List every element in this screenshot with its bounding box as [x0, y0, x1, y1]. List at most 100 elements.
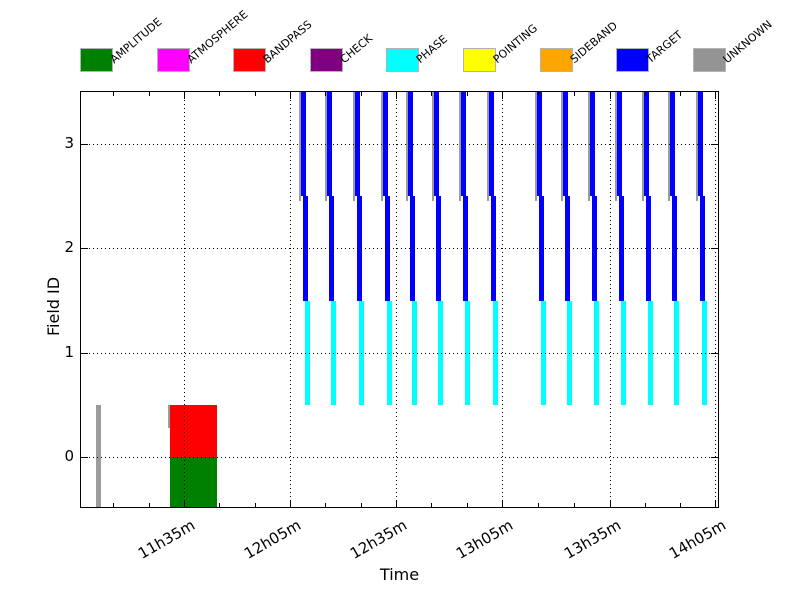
y-gridline: [81, 144, 718, 146]
x-major-tick-top: [290, 92, 291, 99]
bar-unknown-field3: [325, 92, 327, 202]
bar-unknown-field3: [459, 92, 461, 202]
bar-unknown-field3: [561, 92, 563, 202]
legend-label-check: CHECK: [337, 31, 375, 66]
x-gridline: [502, 92, 503, 507]
legend-label-phase: PHASE: [413, 32, 450, 66]
x-tick-label: 14h05m: [666, 516, 729, 563]
x-minor-tick-bottom: [149, 503, 150, 507]
y-major-tick-left: [81, 248, 88, 250]
x-major-tick-top: [184, 92, 185, 99]
x-minor-tick-bottom: [467, 503, 468, 507]
x-minor-tick-bottom: [431, 503, 432, 507]
legend-swatch-target: [616, 48, 649, 72]
legend-label-pointing: POINTING: [490, 21, 540, 66]
x-minor-tick-bottom: [255, 503, 256, 507]
x-major-tick-bottom: [184, 500, 185, 507]
x-minor-tick-top: [361, 92, 362, 96]
x-major-tick-top: [715, 92, 716, 99]
x-minor-tick-top: [113, 92, 114, 96]
bar-unknown-field3: [299, 92, 301, 202]
x-tick-label: 12h05m: [241, 516, 304, 563]
legend-swatch-sideband: [540, 48, 573, 72]
x-minor-tick-bottom: [645, 503, 646, 507]
x-major-tick-top: [610, 92, 611, 99]
x-minor-tick-top: [325, 92, 326, 96]
y-major-tick-right: [711, 456, 718, 458]
y-axis-title: Field ID: [44, 276, 63, 336]
legend-swatch-bandpass: [233, 48, 266, 72]
x-minor-tick-bottom: [219, 503, 220, 507]
x-minor-tick-top: [219, 92, 220, 96]
x-minor-tick-top: [574, 92, 575, 96]
x-major-tick-bottom: [290, 500, 291, 507]
plot-area: [80, 91, 719, 508]
bar-unknown-field3: [642, 92, 644, 202]
y-gridline: [81, 456, 718, 458]
y-gridline: [81, 248, 718, 250]
x-minor-tick-bottom: [574, 503, 575, 507]
bar-unknown: [96, 404, 101, 507]
x-major-tick-bottom: [715, 500, 716, 507]
x-minor-tick-top: [467, 92, 468, 96]
x-major-tick-bottom: [396, 500, 397, 507]
bar-amplitude: [170, 456, 217, 507]
x-minor-tick-bottom: [538, 503, 539, 507]
bar-unknown-field3: [381, 92, 383, 202]
bar-unknown-field3: [406, 92, 408, 202]
bar-unknown-field3: [588, 92, 590, 202]
x-minor-tick-top: [431, 92, 432, 96]
bar-unknown-field3: [432, 92, 434, 202]
x-gridline: [184, 92, 185, 507]
x-minor-tick-top: [680, 92, 681, 96]
x-minor-tick-bottom: [113, 503, 114, 507]
y-tick-label: 3: [64, 134, 74, 153]
legend-swatch-check: [310, 48, 343, 72]
x-tick-label: 12h35m: [347, 516, 410, 563]
legend-swatch-pointing: [463, 48, 496, 72]
x-major-tick-bottom: [502, 500, 503, 507]
legend-swatch-atmosphere: [157, 48, 190, 72]
x-gridline: [715, 92, 716, 507]
x-axis-title: Time: [379, 565, 420, 584]
x-minor-tick-top: [149, 92, 150, 96]
legend-label-unknown: UNKNOWN: [720, 17, 775, 66]
x-minor-tick-bottom: [680, 503, 681, 507]
legend-swatch-unknown: [693, 48, 726, 72]
bar-unknown-field3: [353, 92, 355, 202]
legend-label-bandpass: BANDPASS: [260, 17, 315, 66]
y-major-tick-left: [81, 352, 88, 354]
y-major-tick-right: [711, 144, 718, 146]
x-tick-label: 11h35m: [135, 516, 198, 563]
bar-unknown-field3: [668, 92, 670, 202]
x-tick-label: 13h05m: [453, 516, 516, 563]
x-minor-tick-top: [538, 92, 539, 96]
y-gridline: [81, 352, 718, 354]
bar-unknown-sliver: [168, 404, 170, 428]
y-major-tick-right: [711, 352, 718, 354]
bar-unknown-field3: [615, 92, 617, 202]
legend-label-target: TARGET: [643, 28, 686, 67]
x-minor-tick-top: [255, 92, 256, 96]
y-major-tick-right: [711, 248, 718, 250]
legend-label-sideband: SIDEBAND: [567, 19, 620, 66]
bar-unknown-field3: [487, 92, 489, 202]
legend-swatch-amplitude: [80, 48, 113, 72]
x-tick-label: 13h35m: [561, 516, 624, 563]
x-minor-tick-bottom: [361, 503, 362, 507]
y-major-tick-left: [81, 144, 88, 146]
x-gridline: [290, 92, 291, 507]
x-major-tick-top: [502, 92, 503, 99]
x-gridline: [396, 92, 397, 507]
y-tick-label: 1: [64, 342, 74, 361]
y-tick-label: 2: [64, 238, 74, 257]
x-minor-tick-bottom: [325, 503, 326, 507]
x-major-tick-bottom: [610, 500, 611, 507]
x-minor-tick-top: [645, 92, 646, 96]
bar-unknown-field3: [696, 92, 698, 202]
legend-label-amplitude: AMPLITUDE: [107, 15, 165, 66]
legend-swatch-phase: [386, 48, 419, 72]
x-major-tick-top: [396, 92, 397, 99]
x-gridline: [610, 92, 611, 507]
